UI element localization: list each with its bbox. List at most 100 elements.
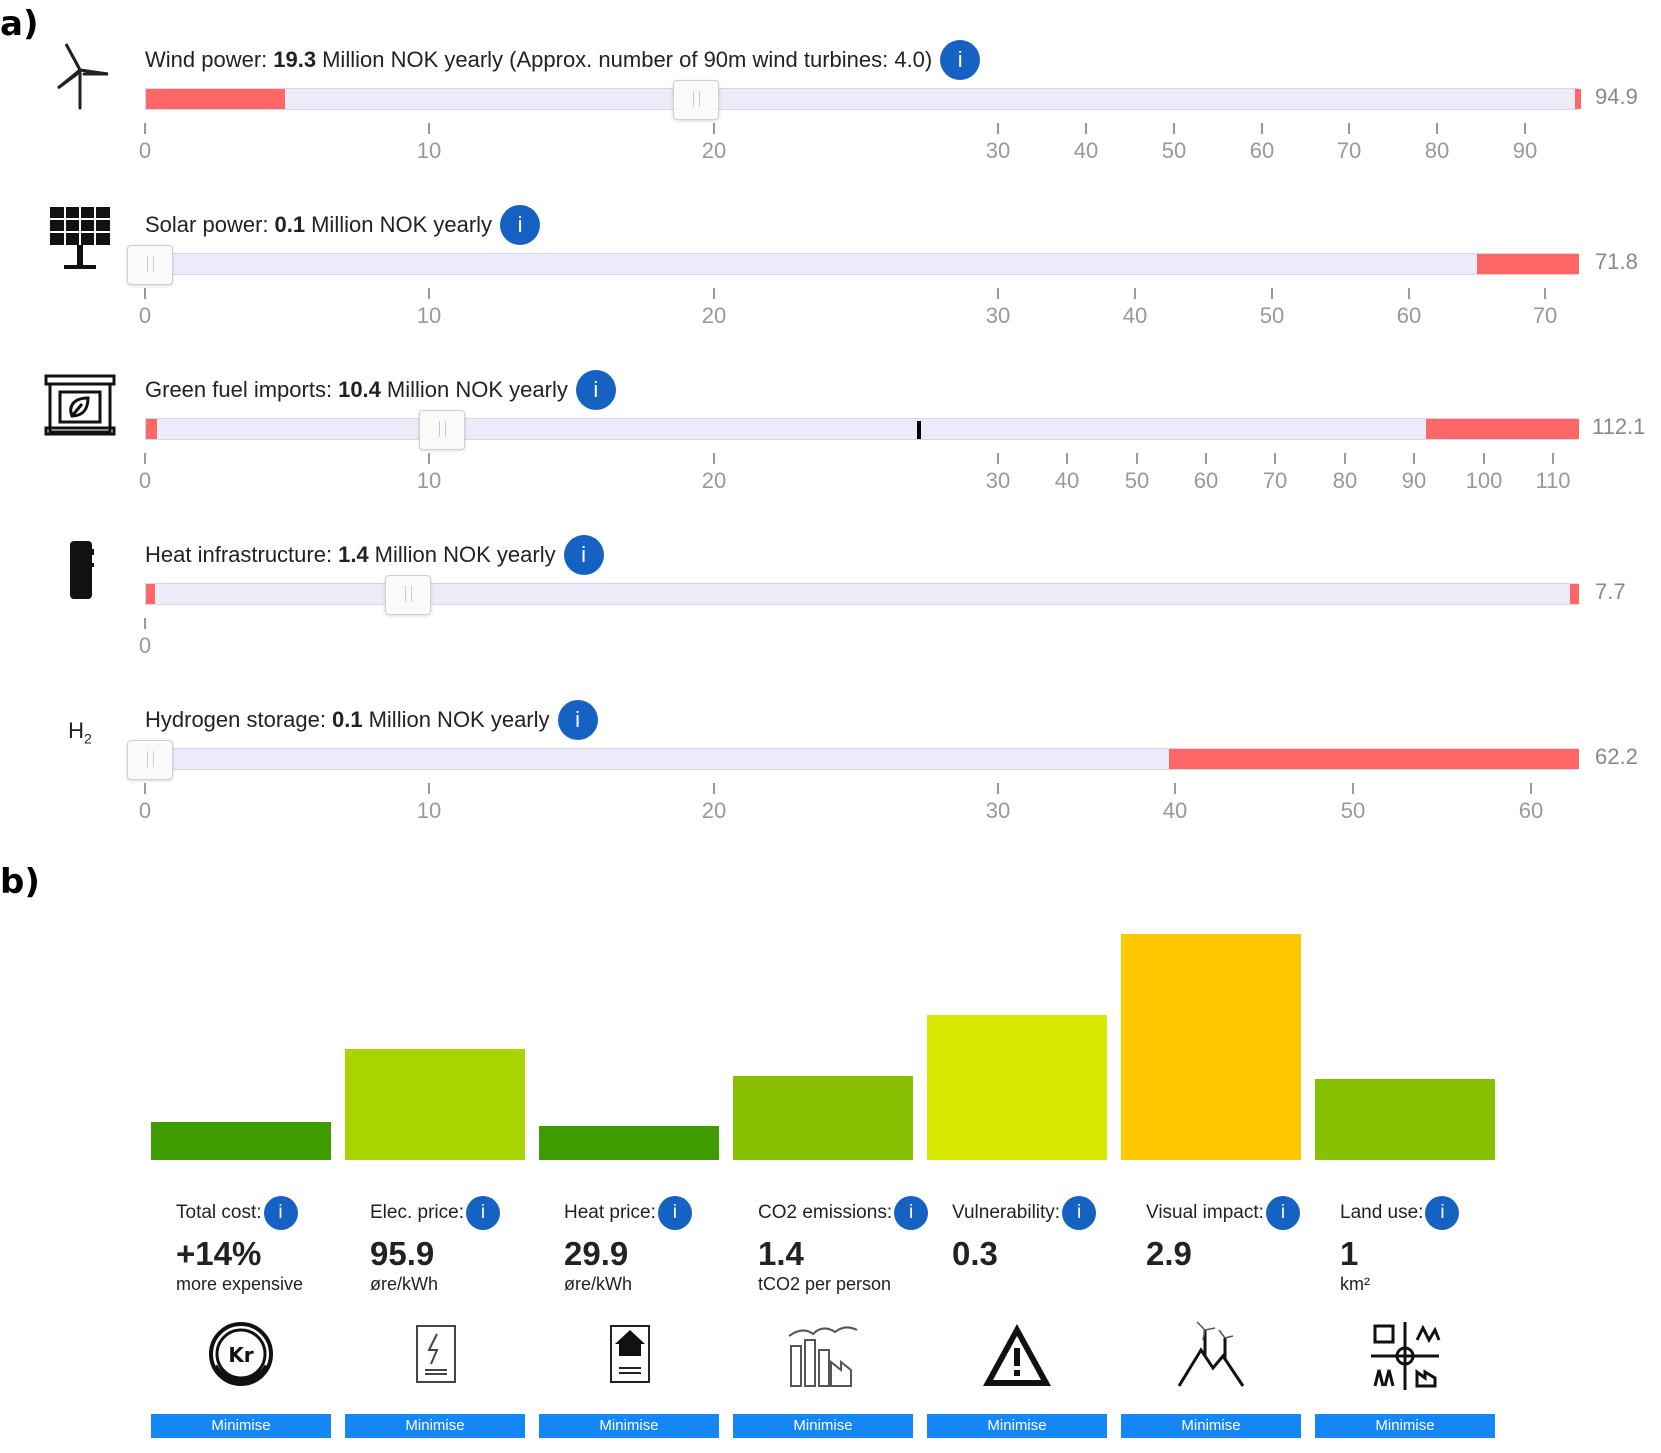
greenfuel-slider-track[interactable] xyxy=(145,410,1579,450)
wind-infeasible-range xyxy=(1574,89,1581,109)
elec-price-label: Elec. price: xyxy=(370,1202,464,1223)
hydrogen-icon: H2 xyxy=(44,700,116,772)
total-cost-bar xyxy=(151,1122,331,1160)
heat-value: 1.4 xyxy=(338,542,369,567)
hydrogen-slider-track[interactable] xyxy=(126,740,1579,780)
co2-emissions-value: 1.4 xyxy=(758,1235,804,1272)
greenfuel-info-icon[interactable]: i xyxy=(575,370,616,410)
solar-infeasible-range xyxy=(1476,254,1579,274)
vulnerability-info-icon[interactable]: i xyxy=(1062,1196,1097,1230)
solar-tick-label: 10 xyxy=(416,303,442,328)
greenfuel-axis: 0 10 20 30 40 50 60 70 80 90 100 110 xyxy=(139,453,1578,493)
solar-suffix: Million NOK yearly xyxy=(311,212,493,237)
metric-vulnerability: Vulnerability: i 0.3 xyxy=(952,1196,1132,1274)
heat-price-bar xyxy=(539,1126,719,1160)
solar-tick-label: 60 xyxy=(1396,303,1422,328)
coin-text: Kr xyxy=(228,1343,253,1367)
co2-emissions-bar xyxy=(733,1076,913,1160)
wind-title: Wind power: 19.3 Million NOK yearly (App… xyxy=(145,40,981,80)
solar-value: 0.1 xyxy=(274,212,306,237)
heat-slider-thumb[interactable] xyxy=(384,575,431,615)
elec-price-value: 95.9 xyxy=(370,1235,435,1272)
visual-impact-info-icon[interactable]: i xyxy=(1265,1196,1300,1230)
solar-tick-label: 20 xyxy=(701,303,727,328)
solar-tick-label: 50 xyxy=(1259,303,1285,328)
land-use-bar xyxy=(1315,1079,1495,1160)
greenfuel-slider-thumb[interactable] xyxy=(419,410,466,450)
land-use-minimise-button[interactable]: Minimise xyxy=(1315,1414,1495,1438)
vulnerability-minimise-button[interactable]: Minimise xyxy=(927,1414,1107,1438)
wind-tick-label: 40 xyxy=(1073,138,1099,163)
wind-tick-label: 80 xyxy=(1424,138,1450,163)
greenfuel-value: 10.4 xyxy=(338,377,381,402)
slider-row-wind: Wind power: 19.3 Million NOK yearly (App… xyxy=(0,40,1661,205)
solar-slider-thumb[interactable] xyxy=(126,245,173,285)
heat-price-info-icon[interactable]: i xyxy=(657,1196,692,1230)
heat-slider-track[interactable] xyxy=(145,575,1579,615)
vulnerability-label-row: Vulnerability: i xyxy=(952,1196,1132,1230)
hydrogen-info-icon[interactable]: i xyxy=(557,700,598,740)
solar-tick-label: 40 xyxy=(1122,303,1148,328)
solar-slider-track[interactable] xyxy=(126,245,1579,285)
solar-tick-label: 70 xyxy=(1532,303,1558,328)
metric-elec-price: Elec. price: i 95.9 øre/kWh xyxy=(370,1196,550,1295)
solar-tick-label: 30 xyxy=(985,303,1011,328)
solar-axis: 0 10 20 30 40 50 60 70 xyxy=(139,288,1578,328)
visual-impact-label: Visual impact: xyxy=(1146,1202,1264,1223)
wind-tick-label: 20 xyxy=(701,138,727,163)
metric-visual-impact: Visual impact: i 2.9 xyxy=(1146,1196,1326,1274)
wind-slider-track[interactable] xyxy=(145,80,1581,120)
total-cost-label: Total cost: xyxy=(176,1202,262,1223)
heat-price-label-row: Heat price: i xyxy=(564,1196,744,1230)
greenfuel-tick-label: 40 xyxy=(1054,468,1080,493)
hydrogen-slider-thumb[interactable] xyxy=(126,740,173,780)
greenfuel-tick-label: 70 xyxy=(1262,468,1288,493)
visual-impact-minimise-button[interactable]: Minimise xyxy=(1121,1414,1301,1438)
heat-price-unit: øre/kWh xyxy=(564,1274,633,1294)
elec-price-label-row: Elec. price: i xyxy=(370,1196,550,1230)
solar-info-icon[interactable]: i xyxy=(500,205,541,245)
metric-co2-emissions: CO2 emissions: i 1.4 tCO2 per person xyxy=(758,1196,938,1295)
greenfuel-tick-label: 20 xyxy=(701,468,727,493)
section-a-label: a) xyxy=(0,4,39,44)
slider-row-greenfuel: Green fuel imports: 10.4 Million NOK yea… xyxy=(0,370,1661,535)
vulnerability-label: Vulnerability: xyxy=(952,1202,1061,1223)
green-fuel-icon xyxy=(44,370,116,442)
land-use-label: Land use: xyxy=(1340,1202,1424,1223)
visual-impact-icon xyxy=(1171,1316,1251,1396)
land-use-unit: km² xyxy=(1340,1274,1370,1294)
elec-price-minimise-button[interactable]: Minimise xyxy=(345,1414,525,1438)
wind-tick-label: 30 xyxy=(985,138,1011,163)
greenfuel-title-label: Green fuel imports: xyxy=(145,377,333,402)
co2-emissions-info-icon[interactable]: i xyxy=(894,1196,929,1230)
visual-impact-bar xyxy=(1121,934,1301,1160)
vulnerability-icon xyxy=(977,1316,1057,1396)
greenfuel-tick-label: 10 xyxy=(416,468,442,493)
hydrogen-title-label: Hydrogen storage: xyxy=(145,707,326,732)
slider-row-solar: Solar power: 0.1 Million NOK yearly i 71… xyxy=(0,205,1661,370)
metric-land-use: Land use: i 1 km² xyxy=(1340,1196,1520,1295)
wind-value: 19.3 xyxy=(273,47,317,72)
hydrogen-tick-label: 30 xyxy=(985,798,1011,823)
heat-info-icon[interactable]: i xyxy=(563,535,604,575)
land-use-info-icon[interactable]: i xyxy=(1425,1196,1460,1230)
wind-tick-label: 90 xyxy=(1512,138,1538,163)
heat-title: Heat infrastructure: 1.4 Million NOK yea… xyxy=(145,535,604,575)
greenfuel-infeasible-range xyxy=(146,419,158,439)
total-cost-value: +14% xyxy=(176,1235,262,1272)
heat-axis: 0 xyxy=(139,618,1578,658)
heat-tank-icon xyxy=(44,535,116,607)
elec-price-info-icon[interactable]: i xyxy=(465,1196,500,1230)
wind-tick-label: 50 xyxy=(1161,138,1187,163)
wind-slider-thumb[interactable] xyxy=(673,80,720,120)
vulnerability-value: 0.3 xyxy=(952,1235,998,1272)
wind-info-icon[interactable]: i xyxy=(940,40,981,80)
wind-max-value: 94.9 xyxy=(1595,84,1638,109)
total-cost-info-icon[interactable]: i xyxy=(263,1196,298,1230)
co2-emissions-label-row: CO2 emissions: i xyxy=(758,1196,938,1230)
co2-emissions-minimise-button[interactable]: Minimise xyxy=(733,1414,913,1438)
total-cost-minimise-button[interactable]: Minimise xyxy=(151,1414,331,1438)
heat-price-minimise-button[interactable]: Minimise xyxy=(539,1414,719,1438)
heat-infeasible-range xyxy=(1569,584,1579,604)
solar-max-value: 71.8 xyxy=(1595,249,1638,274)
